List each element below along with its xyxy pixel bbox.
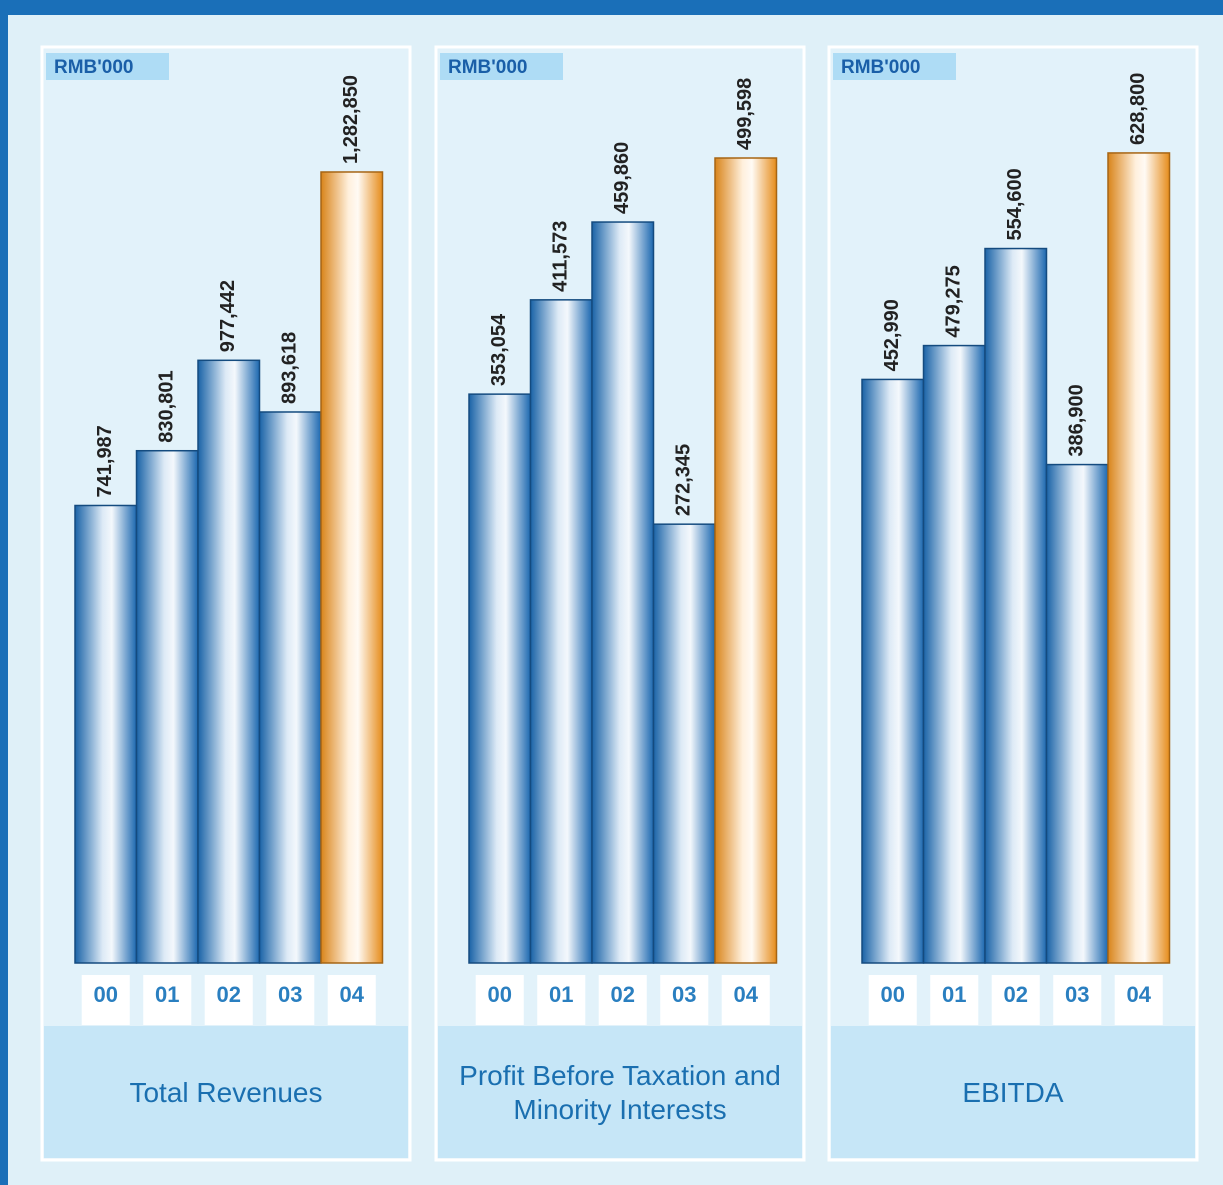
category-box bbox=[598, 975, 647, 1025]
title-band bbox=[831, 1026, 1195, 1158]
category-box bbox=[991, 975, 1040, 1025]
bar bbox=[468, 393, 532, 964]
chart-title: Total Revenues bbox=[129, 1077, 323, 1108]
unit-label: RMB'000 bbox=[841, 57, 921, 78]
x-tick-label: 00 bbox=[488, 982, 512, 1007]
category-box bbox=[143, 975, 192, 1025]
bar bbox=[922, 344, 986, 964]
bar bbox=[652, 523, 716, 964]
value-label: 411,573 bbox=[550, 221, 572, 292]
x-tick-label: 04 bbox=[1127, 982, 1152, 1007]
title-band bbox=[44, 1026, 408, 1158]
category-box bbox=[81, 975, 130, 1025]
x-tick-label: 04 bbox=[734, 982, 759, 1007]
value-label: 479,275 bbox=[943, 265, 965, 337]
category-box bbox=[204, 975, 253, 1025]
bar bbox=[320, 171, 384, 964]
unit-label: RMB'000 bbox=[448, 57, 528, 78]
bar bbox=[135, 449, 199, 964]
unit-label: RMB'000 bbox=[54, 57, 134, 78]
value-label: 628,800 bbox=[1127, 73, 1149, 145]
x-tick-label: 03 bbox=[278, 982, 302, 1007]
x-tick-label: 01 bbox=[549, 982, 573, 1007]
x-tick-label: 03 bbox=[1065, 982, 1089, 1007]
bar bbox=[197, 359, 261, 964]
unit-box bbox=[46, 53, 169, 80]
category-box bbox=[868, 975, 917, 1025]
bar bbox=[529, 299, 593, 964]
x-tick-label: 01 bbox=[942, 982, 966, 1007]
value-label: 830,801 bbox=[156, 370, 178, 442]
bar bbox=[1107, 152, 1171, 964]
x-tick-label: 03 bbox=[672, 982, 696, 1007]
category-box bbox=[475, 975, 524, 1025]
value-label: 554,600 bbox=[1004, 168, 1026, 240]
bar bbox=[591, 221, 655, 964]
x-tick-label: 00 bbox=[881, 982, 905, 1007]
category-box bbox=[266, 975, 315, 1025]
category-box bbox=[660, 975, 709, 1025]
title-band bbox=[438, 1026, 802, 1158]
category-box bbox=[721, 975, 770, 1025]
value-label: 452,990 bbox=[881, 299, 903, 371]
bar bbox=[984, 247, 1048, 964]
bar bbox=[258, 411, 322, 964]
chart-title: Profit Before Taxation and Minority Inte… bbox=[459, 1060, 781, 1125]
category-box bbox=[327, 975, 376, 1025]
unit-box bbox=[440, 53, 563, 80]
value-label: 741,987 bbox=[94, 425, 116, 497]
value-label: 499,598 bbox=[734, 78, 756, 150]
unit-box bbox=[833, 53, 956, 80]
category-box bbox=[1114, 975, 1163, 1025]
value-label: 272,345 bbox=[673, 444, 695, 516]
category-box bbox=[537, 975, 586, 1025]
x-tick-label: 04 bbox=[340, 982, 365, 1007]
value-label: 977,442 bbox=[217, 280, 239, 352]
value-label: 353,054 bbox=[488, 313, 510, 386]
bar bbox=[74, 504, 138, 964]
bar bbox=[714, 157, 778, 964]
value-label: 386,900 bbox=[1066, 384, 1088, 456]
chart-title: EBITDA bbox=[962, 1077, 1064, 1108]
value-label: 1,282,850 bbox=[340, 75, 362, 164]
x-tick-label: 01 bbox=[155, 982, 179, 1007]
value-label: 459,860 bbox=[611, 142, 633, 214]
bar bbox=[861, 378, 925, 964]
category-box bbox=[930, 975, 979, 1025]
category-box bbox=[1053, 975, 1102, 1025]
bar bbox=[1045, 463, 1109, 964]
x-tick-label: 02 bbox=[1004, 982, 1028, 1007]
x-tick-label: 02 bbox=[217, 982, 241, 1007]
value-label: 893,618 bbox=[279, 332, 301, 404]
x-tick-label: 02 bbox=[611, 982, 635, 1007]
x-tick-label: 00 bbox=[94, 982, 118, 1007]
